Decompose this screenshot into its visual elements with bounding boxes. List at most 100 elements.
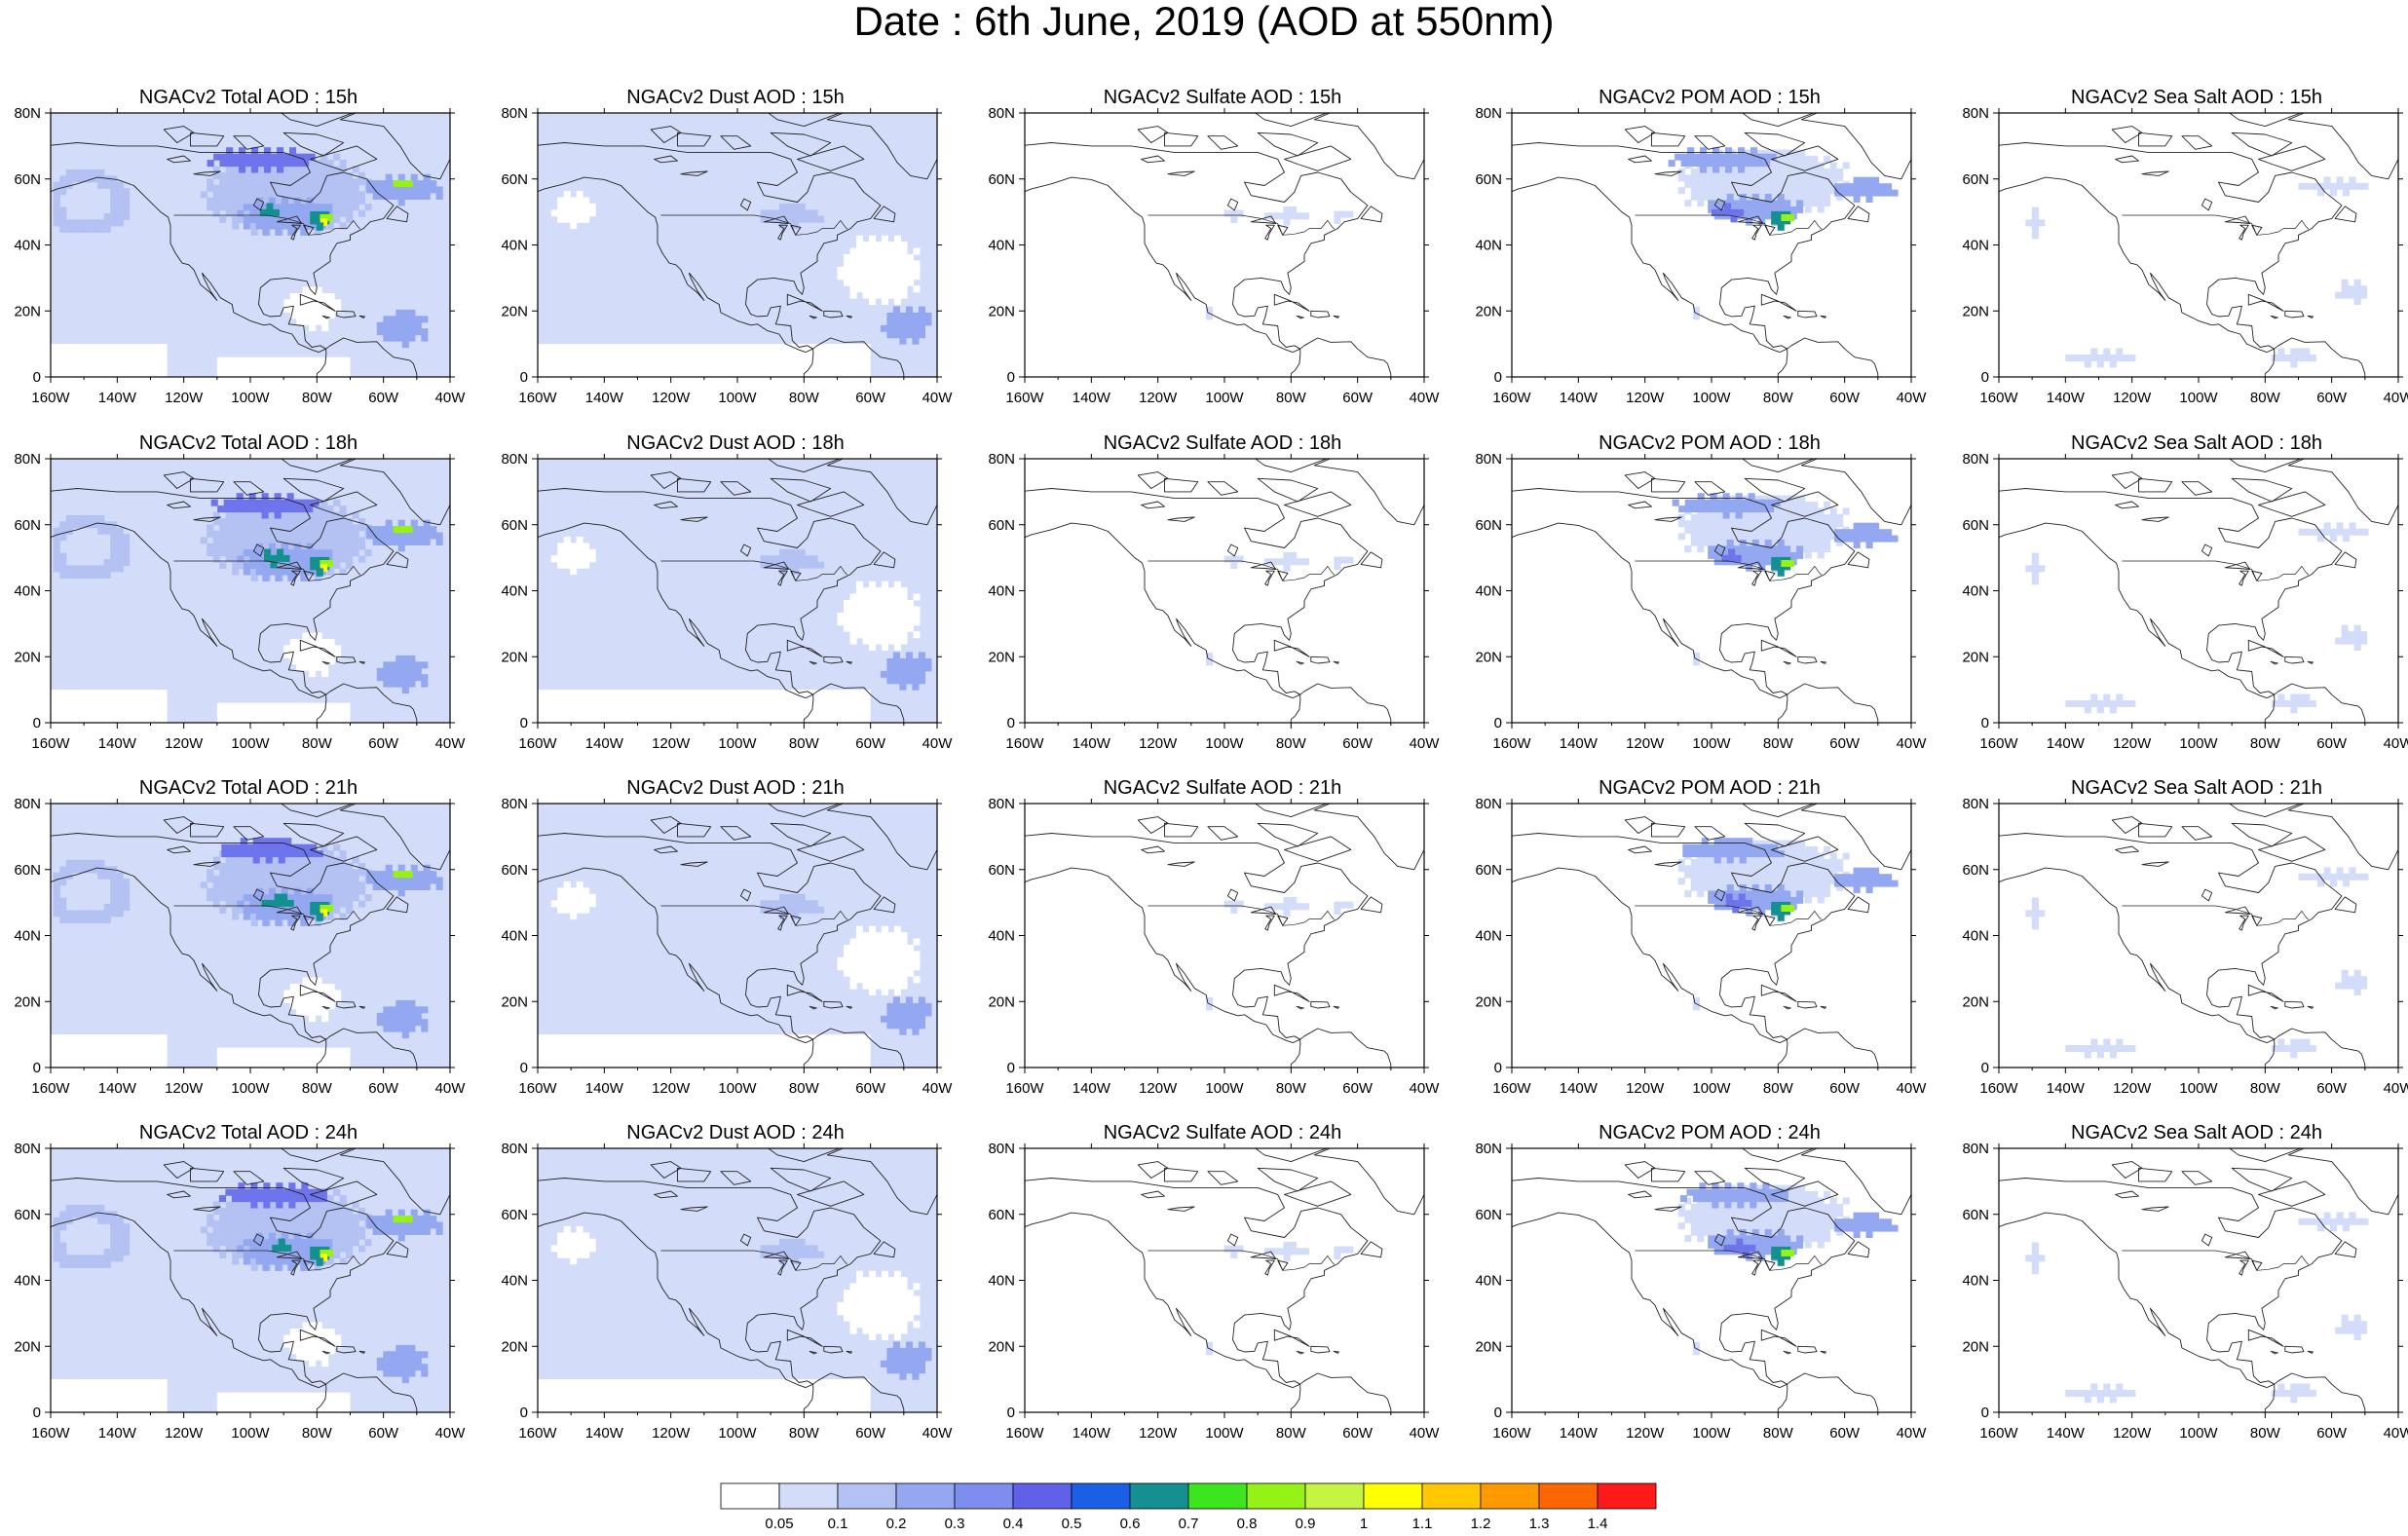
x-tick-label: 140W [1072, 1080, 1111, 1097]
colorbar-swatch [1598, 1483, 1656, 1509]
x-tick-label: 160W [1492, 735, 1531, 752]
x-tick-label: 140W [1560, 390, 1599, 406]
island-coast [1784, 316, 1790, 318]
island-coast [1625, 127, 1655, 143]
x-tick-label: 140W [98, 1080, 137, 1097]
y-tick-label: 60N [14, 1207, 41, 1223]
x-tick-label: 140W [585, 1080, 624, 1097]
x-tick-label: 60W [1342, 1080, 1373, 1097]
lake-outline [1629, 502, 1652, 508]
x-tick-label: 60W [368, 735, 399, 752]
colorbar-swatch [1013, 1483, 1072, 1509]
lake-outline [2116, 846, 2139, 853]
island-coast [1761, 985, 1796, 1001]
x-tick-label: 60W [368, 390, 399, 406]
colorbar-label: 1.2 [1471, 1516, 1491, 1532]
coastlines [998, 103, 1424, 377]
x-tick-label: 60W [368, 1425, 399, 1442]
x-tick-label: 40W [435, 390, 467, 406]
island-coast [2285, 1001, 2304, 1008]
seasalt-patch [2335, 280, 2367, 305]
x-tick-label: 40W [1410, 735, 1441, 752]
lake-outline [1168, 1207, 1194, 1211]
south-america-coast [1778, 1029, 1878, 1068]
aod-field [2025, 522, 2368, 713]
island-coast [2308, 661, 2313, 663]
x-tick-label: 120W [1139, 390, 1178, 406]
x-tick-label: 160W [518, 390, 557, 406]
clear-area [217, 1393, 351, 1412]
y-tick-label: 20N [1475, 1338, 1502, 1355]
lake-outline [2142, 862, 2168, 866]
colorbar-swatch [955, 1483, 1013, 1509]
y-tick-label: 80N [14, 1141, 41, 1157]
y-tick-label: 60N [14, 171, 41, 188]
y-tick-label: 20N [1475, 303, 1502, 319]
panel-title: NGACv2 Sea Salt AOD : 21h [1958, 776, 2408, 802]
y-tick-label: 40N [1962, 1273, 1989, 1290]
y-tick-label: 20N [1962, 303, 1989, 319]
lake-outline [1752, 1260, 1762, 1275]
panel-title: NGACv2 Total AOD : 21h [10, 776, 487, 802]
aod-field [1206, 897, 1354, 1010]
colorbar-label: 0.4 [1003, 1516, 1024, 1532]
x-tick-label: 120W [1139, 1080, 1178, 1097]
y-tick-label: 0 [520, 1405, 528, 1421]
island-coast [1285, 837, 1351, 861]
x-tick-label: 40W [435, 735, 467, 752]
island-coast [2259, 492, 2325, 516]
y-tick-label: 20N [14, 1338, 41, 1355]
island-coast [1285, 1181, 1351, 1206]
x-tick-label: 80W [2250, 390, 2281, 406]
y-tick-label: 60N [1475, 171, 1502, 188]
colorbar-label: 0.8 [1237, 1516, 1258, 1532]
lake-outline [1227, 544, 1237, 556]
south-america-coast [1778, 1373, 1878, 1412]
x-tick-label: 100W [2179, 1080, 2218, 1097]
seasalt-patch [2335, 970, 2367, 995]
north-america-coast [1973, 489, 2342, 698]
y-tick-label: 20N [501, 1338, 528, 1355]
island-coast [2248, 294, 2283, 311]
south-america-coast [1778, 684, 1878, 723]
x-tick-label: 40W [922, 735, 954, 752]
coastlines [1486, 794, 1911, 1068]
x-tick-label: 100W [231, 390, 270, 406]
x-tick-label: 120W [1626, 1080, 1665, 1097]
y-tick-label: 40N [1475, 928, 1502, 945]
labrador-core [394, 1216, 413, 1222]
clear-area [51, 690, 168, 723]
panel-title: NGACv2 Dust AOD : 15h [497, 86, 974, 111]
y-tick-label: 0 [520, 1060, 528, 1076]
island-coast [2285, 1346, 2304, 1353]
island-coast [2308, 316, 2313, 318]
x-tick-label: 140W [2047, 390, 2086, 406]
y-tick-label: 20N [14, 649, 41, 665]
y-tick-label: 0 [1981, 369, 1989, 386]
island-coast [1848, 1242, 1869, 1257]
us-canada-border [2122, 1251, 2308, 1270]
x-tick-label: 120W [1626, 1425, 1665, 1442]
island-coast [1311, 311, 1330, 318]
island-coast [1798, 656, 1817, 663]
island-coast [1138, 127, 1168, 143]
x-tick-label: 140W [585, 390, 624, 406]
island-coast [2182, 1172, 2212, 1185]
island-coast [1821, 1351, 1825, 1353]
us-canada-border [2122, 561, 2308, 581]
aod-field [2025, 867, 2368, 1058]
x-tick-label: 60W [2316, 1080, 2348, 1097]
y-tick-label: 80N [988, 451, 1015, 468]
x-tick-label: 80W [1276, 1080, 1307, 1097]
island-coast [2271, 316, 2277, 318]
